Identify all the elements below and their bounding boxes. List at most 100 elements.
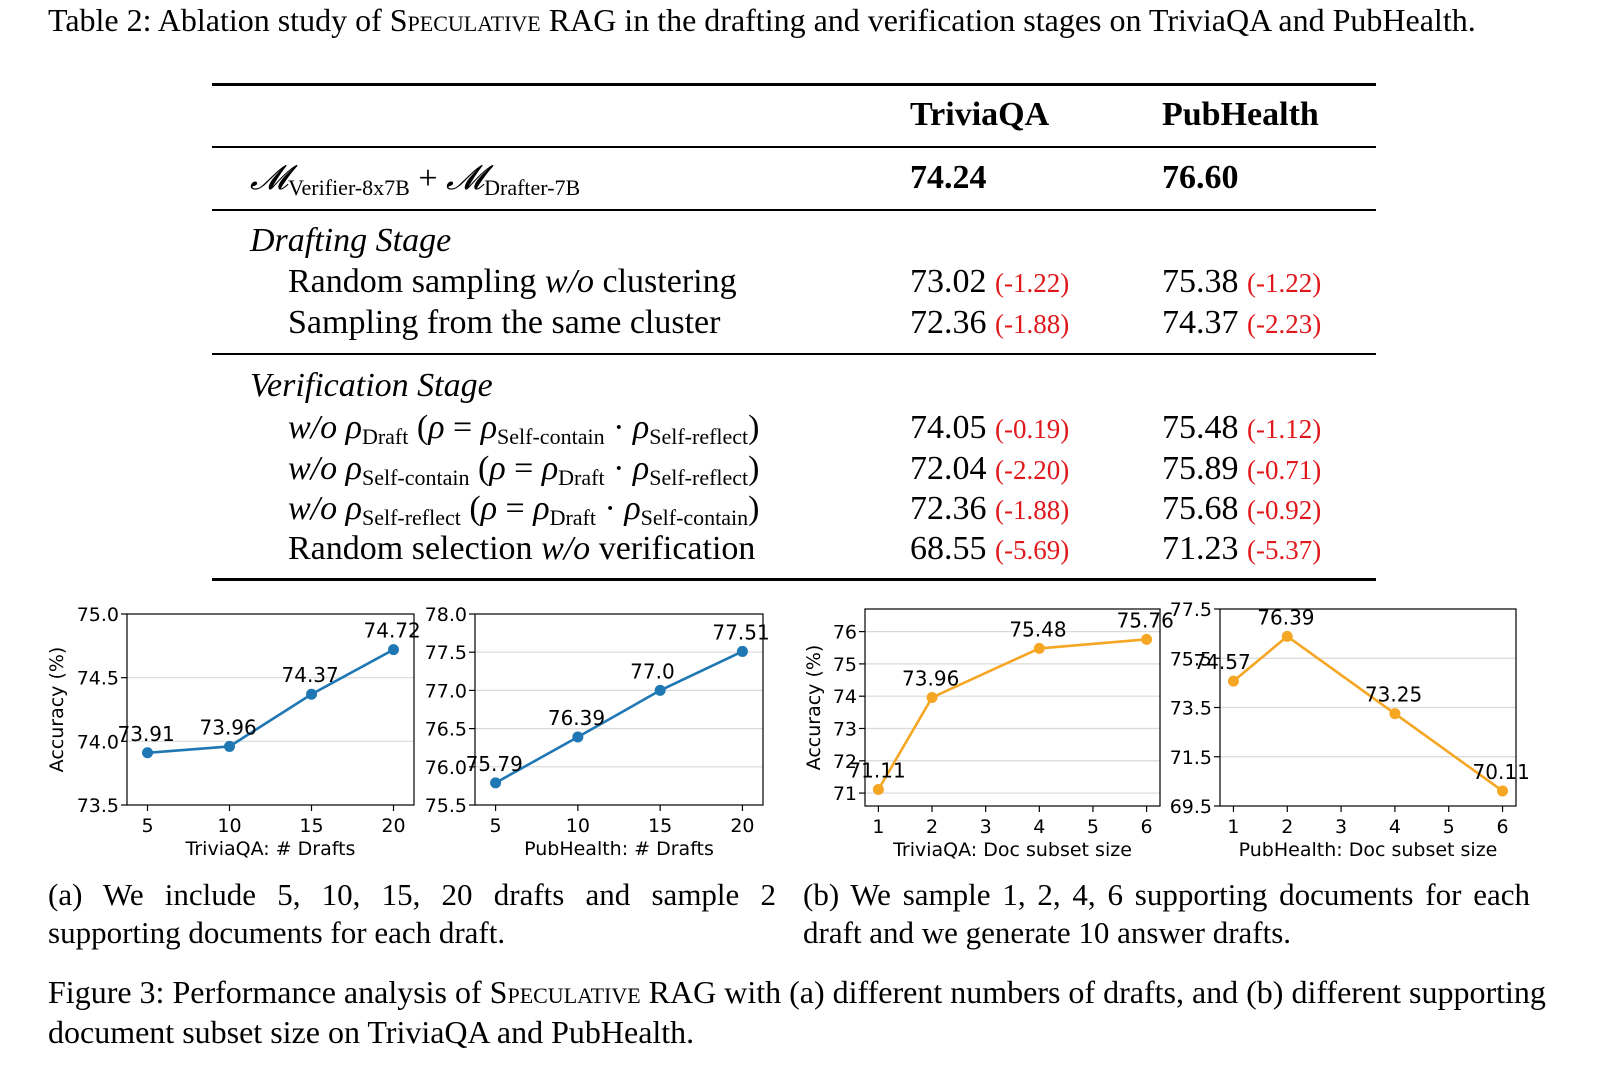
value-pubhealth: 75.89 (1162, 450, 1239, 487)
x-tick-label: 1 (1227, 816, 1239, 838)
plot-frame (864, 608, 1161, 807)
y-tick-label: 74 (833, 686, 857, 708)
value-pubhealth: 75.38 (1162, 263, 1239, 300)
data-label: 76.39 (548, 706, 605, 730)
table-header-rule (212, 146, 1376, 148)
drafter-subscript: Drafter-7B (484, 175, 581, 200)
x-tick-label: 1 (872, 816, 884, 838)
row-label-wo-self-reflect: w/o ρSelf-reflect (ρ = ρDraft · ρSelf-co… (288, 490, 760, 530)
row-value: 72.36 (-1.88) (910, 303, 1069, 344)
y-tick-label: 75.5 (425, 795, 467, 817)
y-tick-label: 74.0 (77, 731, 119, 753)
value-pubhealth: 75.48 (1162, 409, 1239, 446)
x-tick-label: 3 (1335, 816, 1347, 838)
data-label: 76.39 (1257, 605, 1314, 629)
data-point (1497, 785, 1509, 797)
value-triviaqa: 72.36 (910, 490, 987, 527)
x-tick-label: 5 (1443, 816, 1455, 838)
row-value: 74.05 (-0.19) (910, 408, 1069, 449)
data-point (1281, 630, 1293, 642)
y-tick-label: 77.5 (425, 642, 467, 664)
x-tick-label: 20 (730, 815, 754, 837)
value-triviaqa: 72.36 (910, 304, 987, 341)
value-pubhealth: 75.68 (1162, 490, 1239, 527)
subcaption-a: (a) We include 5, 10, 15, 20 drafts and … (48, 877, 776, 950)
x-tick-label: 20 (381, 815, 405, 837)
y-tick-label: 71.5 (1170, 747, 1212, 769)
data-label: 70.11 (1473, 760, 1530, 784)
table-top-rule (212, 83, 1376, 86)
data-label: 73.96 (902, 666, 959, 690)
table-caption-method: Speculative (389, 2, 541, 38)
x-tick-label: 6 (1141, 816, 1153, 838)
row-label-random-selection: Random selection w/o verification (288, 530, 756, 567)
x-tick-label: 5 (1087, 816, 1099, 838)
x-tick-label: 3 (980, 816, 992, 838)
main-row-label: 𝓜Verifier-8x7B + 𝓜Drafter-7B (250, 158, 581, 200)
data-label: 74.72 (364, 619, 421, 643)
row-label-wo-draft: w/o ρDraft (ρ = ρSelf-contain · ρSelf-re… (288, 409, 760, 449)
data-label: 71.11 (848, 759, 905, 783)
data-point (572, 731, 584, 743)
series-line (494, 650, 743, 784)
table-main-rule (212, 209, 1376, 211)
data-label: 73.91 (118, 722, 175, 746)
data-point (1033, 642, 1045, 654)
value-pubhealth: 74.37 (1162, 304, 1239, 341)
y-tick-label: 75.0 (77, 604, 119, 626)
series-line (1232, 634, 1504, 793)
row-value: 71.23 (-5.37) (1162, 529, 1321, 570)
col-header-triviaqa: TriviaQA (910, 96, 1050, 133)
value-triviaqa: 74.05 (910, 409, 987, 446)
delta-triviaqa: (-1.88) (995, 495, 1070, 525)
x-tick-label: 2 (1281, 816, 1293, 838)
plot-frame (1219, 608, 1517, 807)
value-triviaqa: 72.04 (910, 450, 987, 487)
delta-triviaqa: (-0.19) (995, 414, 1070, 444)
y-tick-label: 69.5 (1170, 796, 1212, 818)
x-axis-label: TriviaQA: # Drafts (185, 838, 356, 860)
row-value: 74.37 (-2.23) (1162, 303, 1321, 344)
data-point (1389, 708, 1401, 720)
x-tick-label: 15 (648, 815, 672, 837)
row-value: 75.48 (-1.12) (1162, 408, 1321, 449)
x-tick-label: 2 (926, 816, 938, 838)
data-label: 75.48 (1009, 617, 1066, 641)
x-axis-label: PubHealth: # Drafts (524, 838, 714, 860)
y-tick-label: 72 (833, 751, 857, 773)
table-caption: Table 2: Ablation study of Speculative R… (48, 0, 1593, 40)
y-axis-label: Accuracy (%) (803, 645, 825, 771)
value-pubhealth: 71.23 (1162, 530, 1239, 567)
data-point (736, 645, 748, 657)
plot-frame (474, 613, 764, 806)
figure-caption-method: Speculative (489, 974, 641, 1010)
x-tick-label: 15 (299, 815, 323, 837)
x-axis-label: TriviaQA: Doc subset size (892, 839, 1132, 861)
table-caption-prefix: Table 2: Ablation study of (48, 2, 390, 38)
y-tick-label: 75 (833, 654, 857, 676)
subcaption-b: (b) We sample 1, 2, 4, 6 supporting docu… (803, 877, 1530, 950)
delta-pubhealth: (-2.23) (1247, 309, 1322, 339)
y-tick-label: 73.5 (77, 795, 119, 817)
delta-triviaqa: (-1.22) (995, 268, 1070, 298)
data-point (490, 777, 502, 789)
data-point (1227, 675, 1239, 687)
y-tick-label: 78.0 (425, 604, 467, 626)
delta-triviaqa: (-2.20) (995, 455, 1070, 485)
row-label-same-cluster: Sampling from the same cluster (288, 304, 721, 341)
series-line (147, 648, 395, 755)
delta-pubhealth: (-1.22) (1247, 268, 1322, 298)
data-point (224, 740, 235, 752)
row-value: 75.38 (-1.22) (1162, 262, 1321, 303)
main-row-triviaqa: 74.24 (910, 159, 987, 196)
y-tick-label: 73 (833, 718, 857, 740)
row-value: 72.04 (-2.20) (910, 449, 1069, 490)
data-label: 75.79 (466, 752, 523, 776)
data-point (306, 688, 317, 700)
x-axis-label: PubHealth: Doc subset size (1239, 839, 1498, 861)
y-axis-label: Accuracy (%) (46, 647, 68, 773)
x-tick-label: 5 (490, 815, 502, 837)
y-tick-label: 74.5 (77, 668, 119, 690)
main-row-pubhealth: 76.60 (1162, 159, 1239, 196)
data-label: 73.96 (200, 715, 257, 739)
